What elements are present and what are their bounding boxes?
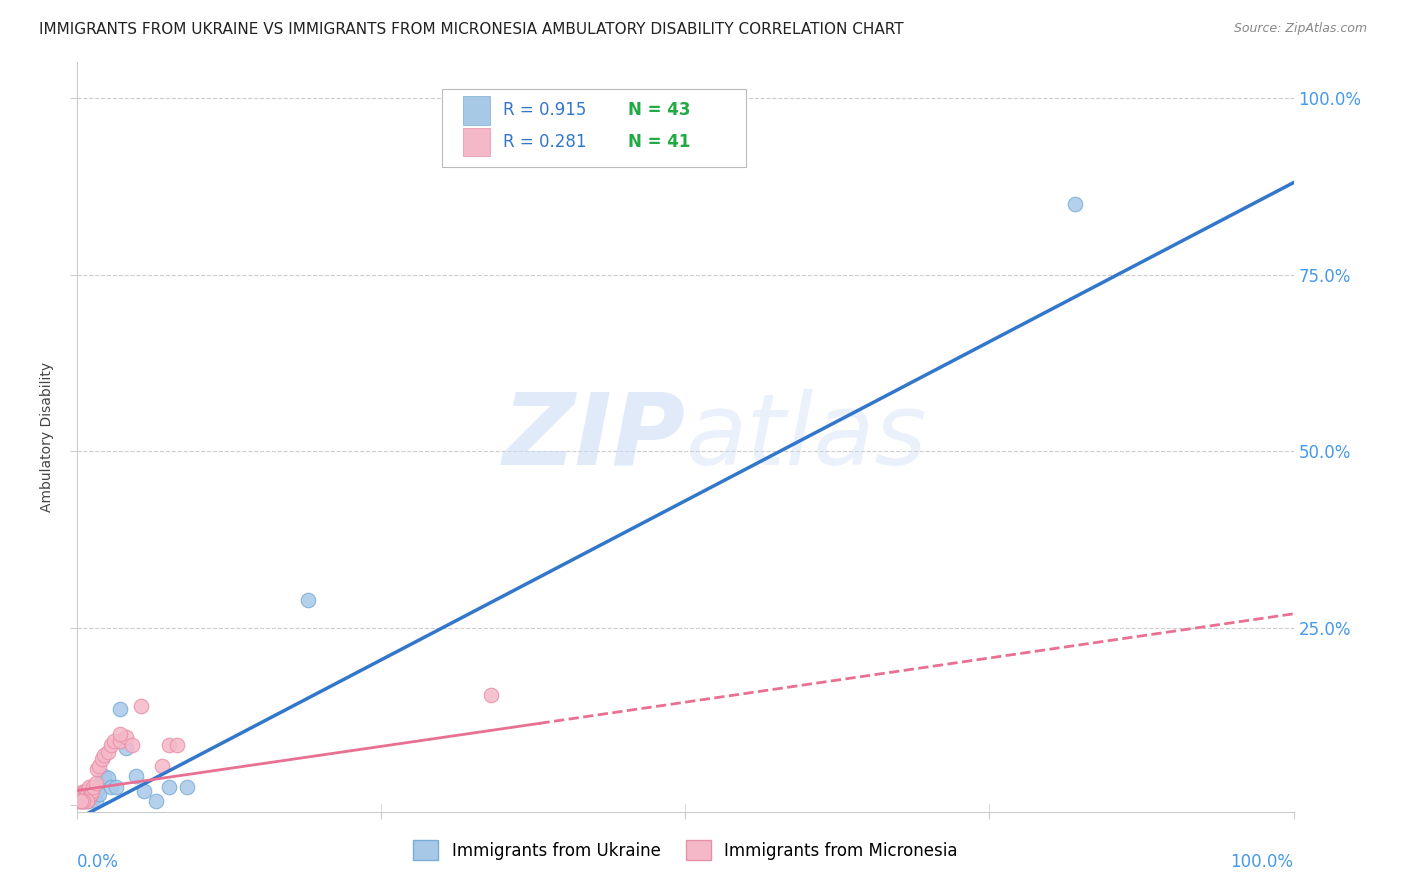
Text: Source: ZipAtlas.com: Source: ZipAtlas.com: [1233, 22, 1367, 36]
Point: [72, 794, 94, 808]
Point: [69, 787, 91, 801]
Point: [73, 787, 96, 801]
Text: 100.0%: 100.0%: [1230, 853, 1294, 871]
Point: [69, 792, 91, 806]
Point: [77, 789, 100, 804]
Point: [67, 792, 90, 806]
Point: [70, 789, 93, 804]
Point: [70, 785, 93, 799]
Point: [76, 794, 98, 808]
Point: [89, 787, 111, 801]
Text: IMMIGRANTS FROM UKRAINE VS IMMIGRANTS FROM MICRONESIA AMBULATORY DISABILITY CORR: IMMIGRANTS FROM UKRAINE VS IMMIGRANTS FR…: [39, 22, 904, 37]
Point: [479, 688, 502, 702]
Point: [93, 748, 115, 763]
Point: [176, 780, 198, 794]
Point: [89, 758, 111, 772]
Point: [75, 785, 97, 799]
Point: [80, 787, 103, 801]
Point: [73, 792, 96, 806]
Point: [77, 792, 100, 806]
Point: [105, 780, 128, 794]
Point: [70, 792, 93, 806]
Point: [90, 752, 112, 766]
Point: [75, 790, 97, 805]
Point: [69, 790, 91, 805]
Point: [100, 780, 122, 794]
Point: [115, 741, 138, 756]
Point: [79, 780, 101, 794]
Point: [67, 794, 90, 808]
FancyBboxPatch shape: [441, 88, 747, 168]
Point: [90, 772, 112, 787]
Point: [72, 787, 94, 801]
Point: [134, 783, 156, 797]
Legend: Immigrants from Ukraine, Immigrants from Micronesia: Immigrants from Ukraine, Immigrants from…: [406, 833, 965, 867]
Point: [100, 738, 122, 752]
Point: [157, 780, 180, 794]
Point: [70, 794, 93, 808]
Point: [108, 702, 131, 716]
Point: [80, 787, 103, 801]
FancyBboxPatch shape: [463, 128, 489, 156]
Y-axis label: Ambulatory Disability: Ambulatory Disability: [41, 362, 55, 512]
Point: [1063, 196, 1085, 211]
Point: [79, 790, 101, 805]
Point: [80, 790, 103, 805]
Point: [67, 794, 90, 808]
Point: [70, 787, 93, 801]
Point: [72, 787, 94, 801]
Point: [103, 734, 125, 748]
Point: [75, 785, 97, 799]
Point: [70, 793, 93, 807]
Point: [93, 769, 115, 783]
FancyBboxPatch shape: [463, 96, 489, 125]
Text: N = 41: N = 41: [628, 133, 690, 151]
Point: [82, 780, 104, 794]
Point: [97, 745, 120, 759]
Point: [152, 758, 174, 772]
Point: [75, 790, 97, 805]
Point: [70, 790, 93, 805]
Point: [86, 762, 108, 776]
Point: [84, 794, 107, 808]
Point: [79, 787, 101, 801]
Text: ZIP: ZIP: [502, 389, 686, 485]
Point: [82, 790, 104, 805]
Point: [72, 790, 94, 805]
Point: [157, 738, 180, 752]
Point: [297, 592, 319, 607]
Text: N = 43: N = 43: [628, 102, 690, 120]
Point: [115, 731, 138, 745]
Point: [145, 794, 167, 808]
Point: [108, 727, 131, 741]
Point: [70, 792, 93, 806]
Point: [121, 738, 143, 752]
Point: [80, 783, 103, 797]
Point: [70, 789, 93, 804]
Text: 0.0%: 0.0%: [77, 853, 120, 871]
Point: [84, 776, 107, 790]
Point: [73, 792, 96, 806]
Point: [77, 794, 100, 808]
Point: [67, 790, 90, 805]
Point: [73, 783, 96, 797]
Point: [97, 771, 120, 785]
Point: [69, 789, 91, 804]
Point: [75, 794, 97, 808]
Point: [166, 738, 188, 752]
Point: [76, 783, 98, 797]
Point: [70, 794, 93, 808]
Point: [125, 769, 148, 783]
Point: [76, 787, 98, 801]
Point: [86, 783, 108, 797]
Text: atlas: atlas: [686, 389, 927, 485]
Point: [79, 792, 101, 806]
Point: [72, 794, 94, 808]
Point: [129, 698, 152, 713]
Point: [72, 794, 94, 808]
Text: R = 0.281: R = 0.281: [503, 133, 586, 151]
Point: [76, 792, 98, 806]
Point: [108, 734, 131, 748]
Text: R = 0.915: R = 0.915: [503, 102, 586, 120]
